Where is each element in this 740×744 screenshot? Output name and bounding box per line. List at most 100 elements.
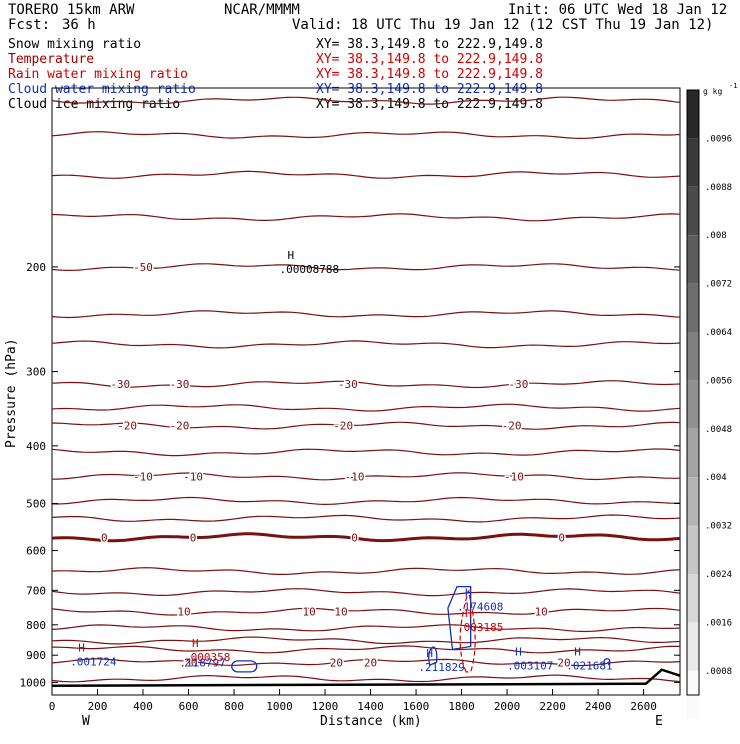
x-tick-label: 200	[88, 700, 108, 713]
y-tick-label: 800	[26, 619, 46, 632]
isotherm-label: 0	[190, 531, 197, 544]
colorbar-swatch	[687, 622, 699, 671]
y-tick-label: 500	[26, 497, 46, 510]
colorbar-label: .0072	[705, 280, 732, 290]
isotherm-label: -20	[333, 420, 353, 433]
isotherm-line	[51, 624, 681, 633]
max-marker: H	[288, 249, 295, 262]
max-marker: H	[192, 637, 199, 650]
hydrometeor-contours	[231, 585, 611, 673]
isotherm-label: 10	[334, 606, 347, 619]
colorbar-swatch	[687, 283, 699, 332]
max-value: .003107	[507, 660, 553, 673]
colorbar-swatch	[687, 477, 699, 526]
x-tick-label: 800	[224, 700, 244, 713]
org-title: NCAR/MMMM	[224, 2, 300, 18]
colorbar-label: .0064	[705, 328, 732, 338]
isotherm-label: 0	[351, 531, 358, 544]
isotherm-line	[51, 588, 681, 597]
field-name: Snow mixing ratio	[8, 37, 141, 52]
x-tick-label: 1800	[448, 700, 475, 713]
colorbar-swatch	[687, 186, 699, 236]
x-axis-title: Distance (km)	[320, 714, 422, 729]
isotherm-line	[51, 421, 681, 430]
cloud-water-contour	[428, 646, 438, 666]
isotherm-line	[51, 514, 681, 523]
isotherm-label: -30	[338, 378, 358, 391]
isotherm-label: -10	[183, 470, 203, 483]
colorbar-swatch	[687, 332, 699, 381]
colorbar-label: .0096	[705, 134, 732, 144]
field-name: Cloud ice mixing ratio	[8, 97, 180, 112]
isotherm-label: 10	[177, 606, 190, 619]
x-tick-label: 1400	[357, 700, 384, 713]
isotherm-label: -30	[169, 378, 189, 391]
colorbar-label: .0024	[705, 570, 732, 580]
max-marker: H	[426, 647, 433, 660]
isotherm-line	[51, 263, 681, 272]
isotherm-line	[51, 96, 681, 105]
field-xy: XY= 38.3,149.8 to 222.9,149.8	[316, 82, 543, 97]
colorbar-swatch	[687, 235, 699, 284]
contour-labels: H.00008788H.001724H.000358.118797H.21182…	[70, 249, 612, 674]
x-tick-label: 1000	[266, 700, 293, 713]
isotherm-line	[51, 380, 681, 389]
x-tick-label: 0	[49, 700, 56, 713]
isotherm-label: 20	[184, 656, 197, 669]
max-value: .00008788	[280, 263, 340, 276]
max-marker: H	[465, 607, 472, 620]
max-value: .003185	[457, 621, 503, 634]
isotherm-line	[51, 213, 681, 222]
isotherm-line	[51, 448, 681, 457]
colorbar-unit: g kg	[703, 87, 722, 96]
max-marker: H	[465, 587, 472, 600]
colorbar-label: .0048	[705, 425, 732, 435]
colorbar-label: .004	[705, 473, 727, 483]
east-end-label: E	[655, 714, 663, 729]
plot-frame	[51, 87, 681, 696]
max-value: .021681	[566, 660, 612, 673]
y-tick-label: 600	[26, 545, 46, 558]
colorbar: .0096 .0088 .008 .0072 .0064 .0056 .0048 .004 .0…	[686, 89, 732, 720]
x-tick-label: 1200	[312, 700, 339, 713]
colorbar-label: .0056	[705, 376, 732, 386]
x-tick-label: 400	[133, 700, 153, 713]
colorbar-label: .0032	[705, 522, 732, 532]
y-tick-label: 900	[26, 649, 46, 662]
isotherm-label: 0	[101, 531, 108, 544]
isotherm-line	[51, 532, 681, 543]
isotherm-line	[51, 472, 681, 481]
field-legend: Snow mixing ratio XY= 38.3,149.8 to 222.9…	[8, 37, 543, 112]
y-tick-label: 400	[26, 440, 46, 453]
max-marker: H	[515, 646, 522, 659]
init-time: Init: 06 UTC Wed 18 Jan 12	[508, 2, 727, 18]
west-end-label: W	[82, 714, 90, 729]
isotherm-label: -10	[133, 470, 153, 483]
isotherm-line	[51, 170, 681, 179]
rain-water-contour	[459, 590, 476, 673]
colorbar-swatch	[687, 90, 699, 139]
colorbar-swatch	[687, 428, 699, 478]
isotherm-label: -20	[502, 420, 522, 433]
isotherm-label: 20	[364, 656, 377, 669]
x-tick-label: 600	[179, 700, 199, 713]
isotherm-label: -50	[133, 261, 153, 274]
x-tick-label: 2400	[585, 700, 612, 713]
x-tick-label: 2200	[539, 700, 566, 713]
cloud-water-contour	[447, 585, 472, 651]
y-tick-label: 200	[26, 261, 46, 274]
isotherm-label: 10	[302, 606, 315, 619]
max-value: .000358	[184, 651, 230, 664]
isotherm-line	[51, 310, 681, 319]
colorbar-swatch	[687, 138, 699, 187]
isotherm-label: 20	[557, 656, 570, 669]
max-value: .001724	[70, 655, 117, 668]
isotherm-line	[51, 403, 681, 412]
max-value: .174608	[457, 601, 503, 614]
colorbar-swatch	[687, 525, 699, 574]
field-name: Temperature	[8, 52, 94, 67]
isotherm-line	[51, 674, 681, 683]
